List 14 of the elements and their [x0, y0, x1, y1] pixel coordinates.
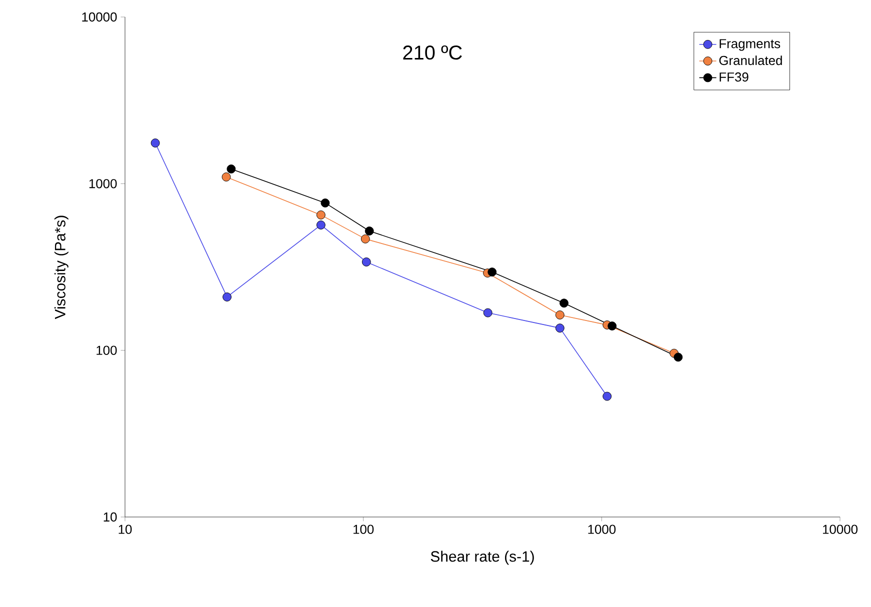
x-tick-label: 100: [354, 524, 374, 534]
x-axis-title: Shear rate (s-1): [430, 550, 534, 565]
annotation: 210 ºC: [403, 46, 462, 60]
y-axis-title: Viscosity (Pa*s): [54, 216, 68, 320]
x-tick-label: 10: [118, 524, 132, 534]
y-tick-label: 1000: [89, 179, 117, 188]
y-tick-label: 10: [104, 512, 117, 522]
y-tick-label: 10000: [82, 12, 117, 22]
y-tick-label: 100: [96, 346, 117, 355]
x-tick-label: 10000: [822, 524, 858, 534]
x-tick-label: 1000: [588, 524, 616, 534]
legend-label: Fragments: [720, 39, 780, 51]
legend-label: Granulated: [719, 56, 782, 66]
legend-label: FF39: [720, 72, 748, 82]
